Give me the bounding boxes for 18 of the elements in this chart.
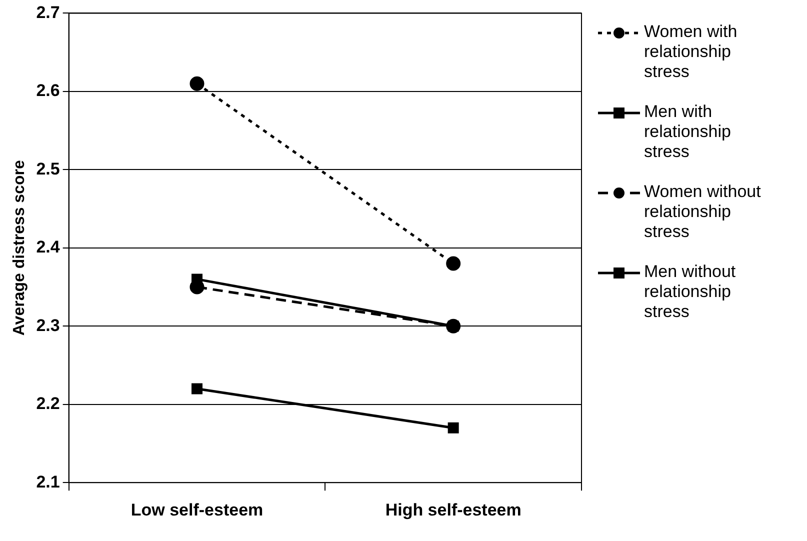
legend-label: Men with relationship stress (644, 102, 732, 162)
point (190, 76, 204, 91)
x-tick-label: High self-esteem (385, 500, 522, 520)
point (192, 383, 202, 394)
point (446, 256, 461, 271)
y-tick-label: 2.2 (36, 394, 60, 414)
y-tick-label: 2.1 (36, 472, 60, 492)
legend-label: Women with relationship stress (644, 22, 738, 82)
legend-label: Women without relationship stress (644, 182, 762, 242)
x-tick-label: Low self-esteem (130, 500, 264, 520)
y-tick-label: 2.4 (36, 238, 60, 257)
y-axis-title: Average distress score (11, 160, 28, 336)
y-tick-label: 2.5 (36, 159, 60, 178)
y-tick-label: 2.7 (36, 2, 60, 22)
y-tick-label: 2.6 (36, 81, 60, 100)
legend-label: Men without relationship stress (644, 262, 737, 322)
y-tick-label: 2.3 (36, 316, 60, 335)
point (448, 422, 459, 434)
